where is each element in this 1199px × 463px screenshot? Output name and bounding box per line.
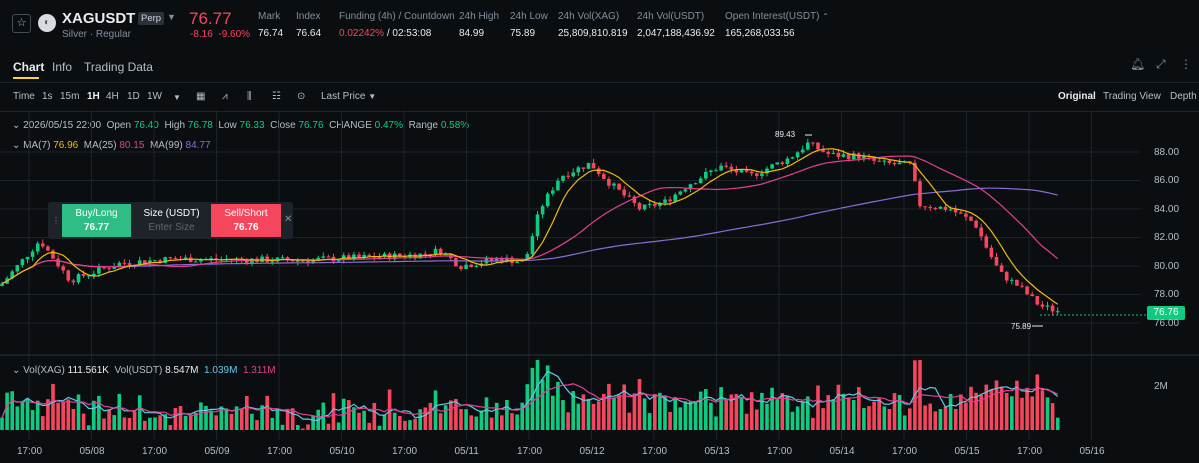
x-axis-label: 17:00 <box>892 446 918 457</box>
vol-xag-label: 24h Vol(XAG) <box>558 11 620 22</box>
x-axis-label: 05/12 <box>579 446 605 457</box>
x-axis-label: 05/09 <box>204 446 230 457</box>
vol-xag-value: 25,809,810.819 <box>558 28 628 39</box>
price-type-select[interactable]: Last Price ▼ <box>321 91 377 102</box>
interval-1s[interactable]: 1s <box>42 91 53 102</box>
open-interest-value: 165,268,033.56 <box>725 28 795 39</box>
bell-icon[interactable]: 🔔︎ <box>1130 57 1146 71</box>
vol-usdt-label: 24h Vol(USDT) <box>637 11 705 22</box>
high-24h-label: 24h High <box>459 11 500 22</box>
volume-axis-label: 2M <box>1154 381 1168 392</box>
sell-short-button[interactable]: Sell/Short 76.76 <box>211 204 281 237</box>
collapse-caret-icon[interactable]: ⌄ <box>12 140 21 151</box>
x-axis-label: 05/10 <box>329 446 355 457</box>
collapse-caret-icon[interactable]: ⌄ <box>12 365 21 376</box>
tab-info[interactable]: Info <box>52 60 73 74</box>
settings-sliders-icon[interactable]: ☷ <box>272 91 281 102</box>
collapse-caret-icon[interactable]: ⌄ <box>12 120 21 131</box>
tab-chart[interactable]: Chart <box>13 60 45 74</box>
x-axis-label: 17:00 <box>267 446 293 457</box>
interval-dropdown-icon[interactable]: ▼ <box>173 93 181 102</box>
funding-label: Funding (4h) / Countdown <box>339 11 455 22</box>
drag-handle-icon[interactable]: ⋮ <box>52 216 60 225</box>
reset-icon[interactable]: ⊙ <box>297 91 306 102</box>
x-axis-label: 17:00 <box>17 446 43 457</box>
price-chart[interactable] <box>0 110 1199 440</box>
funding-value: 0.02242% / 02:53:08 <box>339 28 432 39</box>
x-axis-label: 17:00 <box>1017 446 1043 457</box>
view-original[interactable]: Original <box>1058 91 1096 102</box>
last-price: 76.77 <box>189 9 232 28</box>
perp-badge: Perp <box>138 12 165 25</box>
silver-coin-icon: ◐ <box>38 14 56 32</box>
x-axis-label: 05/13 <box>704 446 730 457</box>
ticker-header: ☆ ◐ XAGUSDT Perp ▼ Silver · Regular 76.7… <box>0 0 1199 48</box>
index-label: Index <box>296 11 321 22</box>
expand-icon[interactable]: ⤢ <box>1156 57 1166 71</box>
symbol-subtitle: Silver · Regular <box>62 29 131 40</box>
y-axis-label: 80.00 <box>1154 261 1180 272</box>
view-trading-view[interactable]: Trading View <box>1103 91 1161 102</box>
more-icon[interactable]: ⋮ <box>1180 57 1192 71</box>
buy-long-button[interactable]: Buy/Long 76.77 <box>62 204 131 237</box>
tab-trading-data[interactable]: Trading Data <box>84 60 153 74</box>
index-value: 76.64 <box>296 28 322 39</box>
x-axis-label: 17:00 <box>517 446 543 457</box>
last-price-tag: 76.76 <box>1147 306 1185 320</box>
candle-type-icon[interactable]: ⫼ <box>247 91 252 102</box>
x-axis-label: 05/16 <box>1079 446 1105 457</box>
ohlc-legend: ⌄ 2026/05/15 22:00 Open 76.40 High 76.78… <box>12 120 470 131</box>
interval-1h[interactable]: 1H <box>87 91 100 102</box>
open-interest-label[interactable]: Open Interest(USDT) ⌃ <box>725 11 829 22</box>
interval-1w[interactable]: 1W <box>147 91 162 102</box>
close-icon[interactable]: ✕ <box>284 214 293 225</box>
high-24h-value: 84.99 <box>459 28 485 39</box>
active-tab-indicator <box>13 77 39 79</box>
mark-value: 76.74 <box>258 28 284 39</box>
x-axis-label: 05/11 <box>454 446 479 457</box>
interval-15m[interactable]: 15m <box>60 91 80 102</box>
symbol-name[interactable]: XAGUSDT <box>62 10 136 27</box>
indicator-icon[interactable]: ⩘ <box>222 91 228 102</box>
symbol-dropdown-caret-icon[interactable]: ▼ <box>167 12 176 22</box>
y-axis-label: 84.00 <box>1154 204 1180 215</box>
ma-legend: ⌄ MA(7) 76.96 MA(25) 80.15 MA(99) 84.77 <box>12 140 211 151</box>
x-axis-label: 05/08 <box>79 446 105 457</box>
y-axis-label: 82.00 <box>1154 232 1180 243</box>
vol-usdt-value: 2,047,188,436.92 <box>637 28 715 39</box>
y-axis-label: 78.00 <box>1154 289 1180 300</box>
x-axis-label: 17:00 <box>642 446 668 457</box>
interval-4h[interactable]: 4H <box>106 91 119 102</box>
interval-1d[interactable]: 1D <box>127 91 140 102</box>
interval-time[interactable]: Time <box>13 91 35 102</box>
price-change: -8.16 -9.60% <box>190 29 251 40</box>
calendar-icon[interactable]: ▦ <box>196 91 206 102</box>
low-mark-label: 75.89 <box>1011 322 1032 331</box>
x-axis-label: 05/15 <box>954 446 980 457</box>
view-depth[interactable]: Depth <box>1170 91 1197 102</box>
low-24h-value: 75.89 <box>510 28 536 39</box>
favorite-star-icon[interactable]: ☆ <box>12 14 31 33</box>
size-input[interactable]: Size (USDT) Enter Size <box>133 204 210 237</box>
divider <box>0 111 1199 112</box>
x-axis-label: 17:00 <box>767 446 793 457</box>
y-axis-label: 86.00 <box>1154 175 1180 186</box>
y-axis-label: 76.00 <box>1154 318 1180 329</box>
x-axis-label: 17:00 <box>142 446 168 457</box>
mark-label: Mark <box>258 11 281 22</box>
low-24h-label: 24h Low <box>510 11 548 22</box>
high-mark-label: 89.43 <box>775 130 796 139</box>
volume-legend: ⌄ Vol(XAG) 111.561K Vol(USDT) 8.547M 1.0… <box>12 365 276 376</box>
x-axis-label: 17:00 <box>392 446 418 457</box>
x-axis-label: 05/14 <box>829 446 855 457</box>
y-axis-label: 88.00 <box>1154 147 1180 158</box>
divider <box>0 82 1199 83</box>
